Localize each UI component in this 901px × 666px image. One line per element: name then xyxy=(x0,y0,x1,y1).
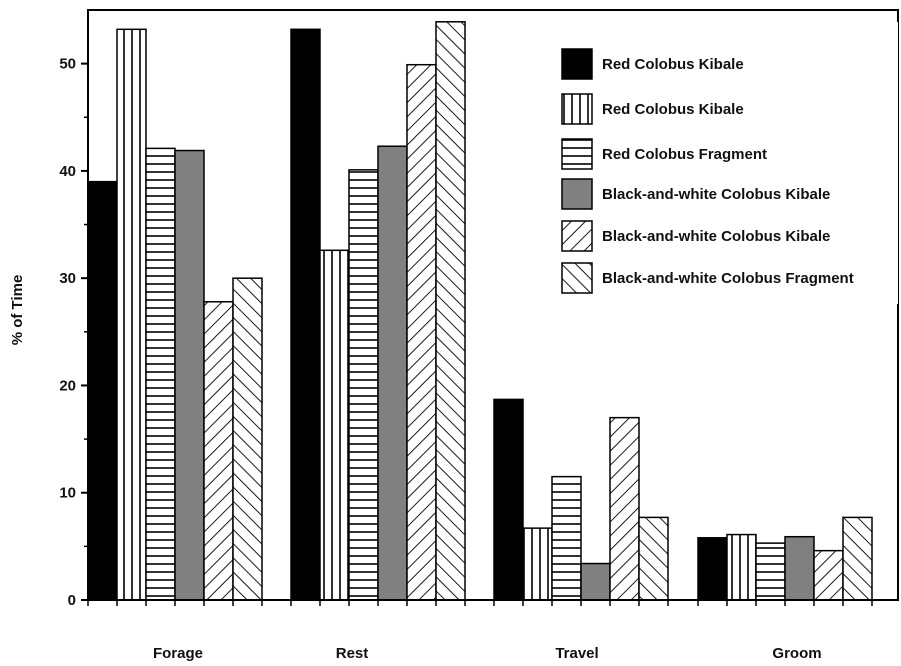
legend: Red Colobus Kibale Red Colobus Kibale Red … xyxy=(552,22,898,304)
bar-rest-series-1 xyxy=(290,28,321,601)
legend-swatch-6 xyxy=(561,262,593,294)
category-label-groom: Groom xyxy=(772,645,821,662)
y-axis-title: % of Time xyxy=(9,275,26,346)
bar-forage-series-6 xyxy=(232,277,263,601)
bar-forage-series-5 xyxy=(203,301,234,601)
category-label-travel: Travel xyxy=(555,645,598,662)
bar-travel-series-5 xyxy=(609,416,640,601)
legend-swatch-3 xyxy=(561,138,593,170)
bar-rest-series-3 xyxy=(348,169,379,601)
legend-label-5: Black-and-white Colobus Kibale xyxy=(602,228,830,245)
legend-label-1: Red Colobus Kibale xyxy=(602,56,744,73)
bars-layer xyxy=(87,21,873,601)
category-label-forage: Forage xyxy=(153,645,203,662)
bar-forage-series-1 xyxy=(87,180,118,601)
legend-label-4: Black-and-white Colobus Kibale xyxy=(602,186,830,203)
y-tick-label: 30 xyxy=(59,270,76,287)
y-tick-label: 0 xyxy=(68,592,76,609)
legend-label-6: Black-and-white Colobus Fragment xyxy=(602,270,854,287)
bar-travel-series-3 xyxy=(551,475,582,601)
plot-frame xyxy=(87,9,899,601)
bar-forage-series-2 xyxy=(116,28,147,601)
bar-groom-series-4 xyxy=(784,535,815,601)
bar-rest-series-6 xyxy=(435,21,466,601)
bar-rest-series-2 xyxy=(319,249,350,601)
category-label-rest: Rest xyxy=(336,645,369,662)
y-tick-label: 40 xyxy=(59,163,76,180)
legend-label-2: Red Colobus Kibale xyxy=(602,101,744,118)
y-tick-label: 10 xyxy=(59,485,76,502)
bar-groom-series-6 xyxy=(842,516,873,601)
bar-travel-series-1 xyxy=(493,398,524,601)
legend-swatch-5 xyxy=(561,220,593,252)
bar-rest-series-5 xyxy=(406,63,437,601)
bar-travel-series-4 xyxy=(580,562,611,601)
legend-swatch-4 xyxy=(561,178,593,210)
bar-travel-series-6 xyxy=(638,516,669,601)
y-tick-label: 20 xyxy=(59,377,76,394)
bar-forage-series-4 xyxy=(174,149,205,601)
legend-label-3: Red Colobus Fragment xyxy=(602,146,767,163)
bar-groom-series-3 xyxy=(755,542,786,601)
axes-layer: 0 10 20 30 40 50 Forage Rest Travel Groom xyxy=(59,9,899,662)
legend-box xyxy=(552,22,898,304)
bar-forage-series-3 xyxy=(145,147,176,601)
legend-swatch-1 xyxy=(561,48,593,80)
y-tick-label: 50 xyxy=(59,56,76,73)
bar-groom-series-5 xyxy=(813,549,844,601)
bar-rest-series-4 xyxy=(377,145,408,601)
bar-travel-series-2 xyxy=(522,527,553,601)
bar-groom-series-1 xyxy=(697,537,728,601)
legend-swatch-2 xyxy=(561,93,593,125)
bar-groom-series-2 xyxy=(726,533,757,601)
